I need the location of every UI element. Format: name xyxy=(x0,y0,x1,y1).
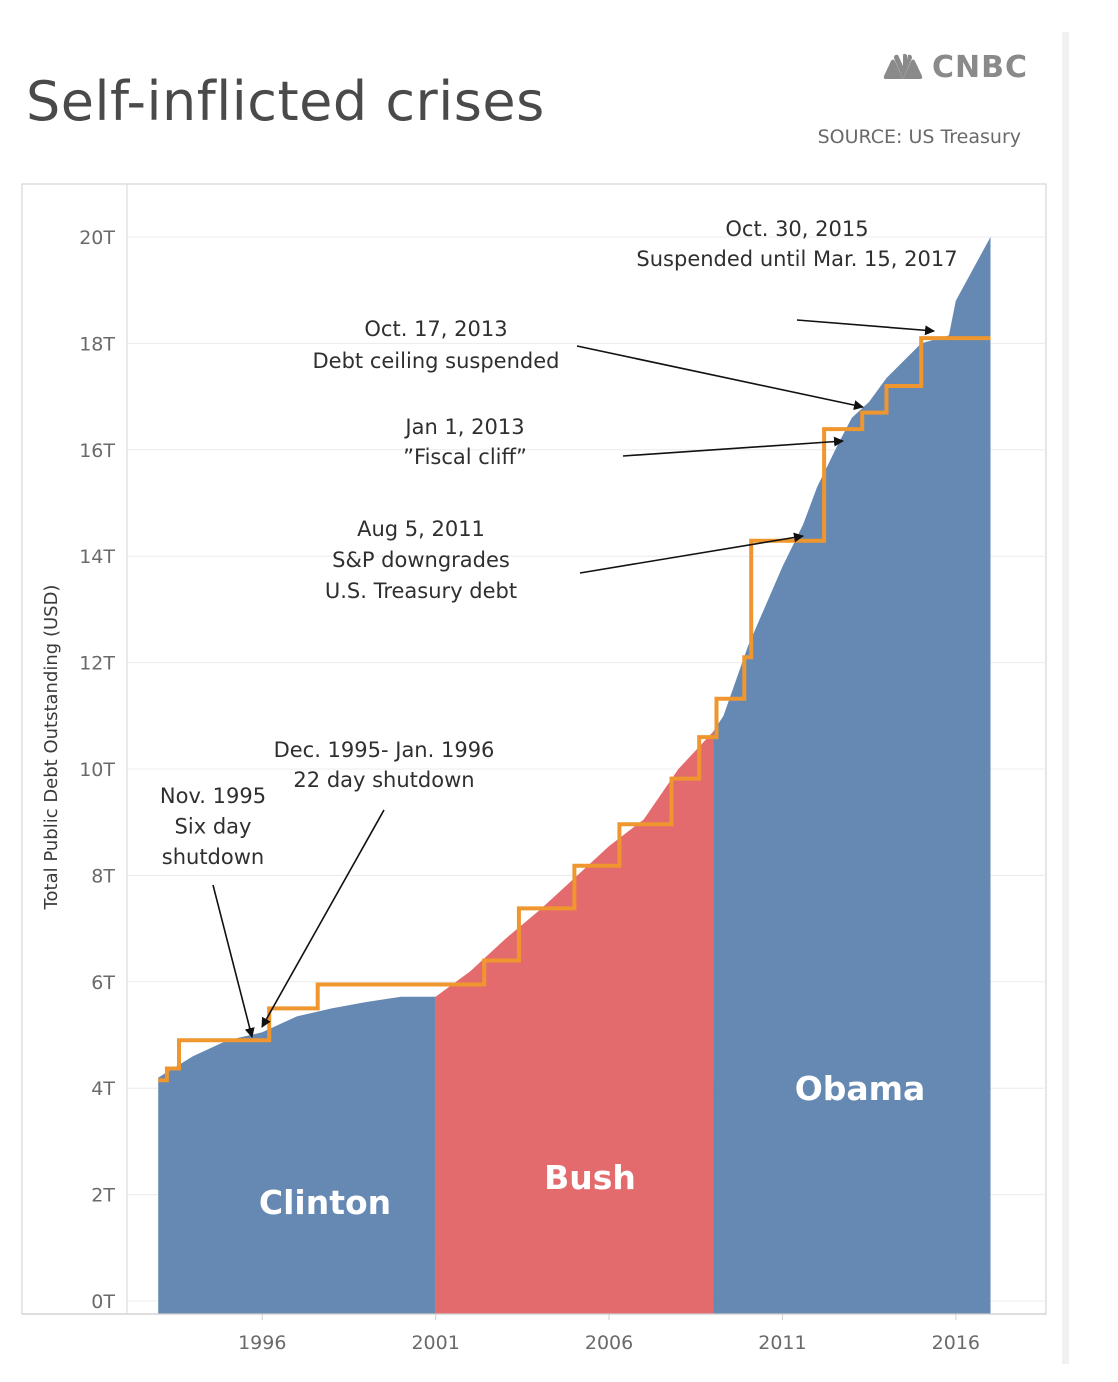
annotation-text: shutdown xyxy=(162,845,264,869)
x-tick-label: 2011 xyxy=(758,1332,806,1354)
area-clinton xyxy=(158,996,436,1314)
x-tick-label: 2001 xyxy=(411,1332,459,1354)
source-note: SOURCE: US Treasury xyxy=(817,126,1021,148)
annotation-arrow xyxy=(212,884,255,1038)
annotation-text: U.S. Treasury debt xyxy=(325,579,517,603)
brand-logo: CNBC xyxy=(882,50,1028,85)
y-tick-label: 0T xyxy=(91,1291,115,1313)
y-tick-label: 12T xyxy=(79,653,115,675)
y-tick-label: 6T xyxy=(91,972,115,994)
x-tick-label: 1996 xyxy=(238,1332,286,1354)
annotation-text: 22 day shutdown xyxy=(293,768,474,792)
brand-name: CNBC xyxy=(931,50,1028,85)
x-tick-label: 2016 xyxy=(932,1332,980,1354)
region-label-bush: Bush xyxy=(544,1158,636,1197)
annotation-text: Dec. 1995- Jan. 1996 xyxy=(274,738,495,762)
annotation-arrow xyxy=(796,319,935,336)
area-bush xyxy=(435,731,714,1314)
annotation-text: Aug 5, 2011 xyxy=(357,517,485,541)
y-tick-label: 4T xyxy=(91,1078,115,1100)
annotation-arrow xyxy=(576,345,864,411)
y-tick-label: 20T xyxy=(79,227,115,249)
annotation-arrow xyxy=(261,809,385,1028)
y-tick-label: 18T xyxy=(79,333,115,355)
region-label-clinton: Clinton xyxy=(259,1183,391,1222)
chart-title: Self-inflicted crises xyxy=(26,70,545,133)
annotation-text: S&P downgrades xyxy=(332,548,510,572)
peacock-icon xyxy=(882,52,924,84)
annotation-arrow xyxy=(622,436,844,457)
annotation-text: Six day xyxy=(175,815,252,839)
side-strip xyxy=(1062,32,1069,1364)
annotation-text: Oct. 17, 2013 xyxy=(364,317,507,341)
annotation-text: Suspended until Mar. 15, 2017 xyxy=(636,247,957,271)
annotation-text: ”Fiscal cliff” xyxy=(403,445,527,469)
annotation-text: Jan 1, 2013 xyxy=(403,415,524,439)
annotation-text: Oct. 30, 2015 xyxy=(725,217,868,241)
annotation-arrow xyxy=(579,532,804,574)
region-label-obama: Obama xyxy=(795,1069,926,1108)
debt-limit-line xyxy=(158,336,991,1083)
y-tick-label: 16T xyxy=(79,440,115,462)
y-tick-label: 2T xyxy=(91,1185,115,1207)
annotation-text: Debt ceiling suspended xyxy=(313,349,560,373)
y-tick-label: 8T xyxy=(91,865,115,887)
y-axis-label: Total Public Debt Outstanding (USD) xyxy=(41,585,62,911)
area-obama xyxy=(713,237,991,1314)
y-tick-label: 14T xyxy=(79,546,115,568)
y-tick-label: 10T xyxy=(79,759,115,781)
x-tick-label: 2006 xyxy=(585,1332,633,1354)
annotation-text: Nov. 1995 xyxy=(160,784,266,808)
